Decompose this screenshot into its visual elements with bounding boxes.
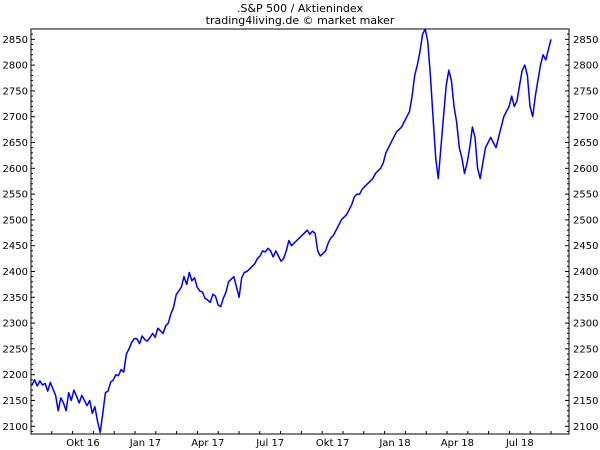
y-tick-label-right: 2400 [573, 267, 598, 278]
y-tick-label-right: 2700 [573, 112, 598, 123]
y-tick-label-left: 2700 [3, 112, 28, 123]
y-tick-label-right: 2200 [573, 370, 598, 381]
y-tick-label-left: 2250 [3, 344, 28, 355]
y-tick-label-right: 2600 [573, 164, 598, 175]
y-tick-label-left: 2800 [3, 61, 28, 72]
plot-frame [30, 28, 570, 435]
y-tick-label-left: 2150 [3, 396, 28, 407]
y-tick-label-right: 2650 [573, 138, 598, 149]
x-tick-label: Okt 17 [316, 438, 350, 449]
y-tick-label-right: 2750 [573, 86, 598, 97]
x-tick-label: Jul 17 [255, 438, 284, 449]
y-tick-label-right: 2350 [573, 293, 598, 304]
y-tick-label-right: 2800 [573, 61, 598, 72]
y-tick-label-right: 2850 [573, 35, 598, 46]
x-tick-label: Jul 18 [505, 438, 534, 449]
y-tick-label-left: 2600 [3, 164, 28, 175]
y-tick-label-left: 2850 [3, 35, 28, 46]
x-tick-label: Jan 17 [129, 438, 161, 449]
y-tick-label-left: 2100 [3, 422, 28, 433]
y-tick-label-right: 2300 [573, 319, 598, 330]
x-tick-label: Jan 18 [378, 438, 410, 449]
x-tick-label: Okt 16 [66, 438, 100, 449]
y-tick-label-left: 2400 [3, 267, 28, 278]
y-tick-label-left: 2550 [3, 190, 28, 201]
y-tick-label-right: 2450 [573, 241, 598, 252]
chart-subtitle: trading4living.de © market maker [206, 14, 395, 27]
y-axis-left: 2100 2150 2200 2250 2300 2350 2400 2450 2500 2550… [3, 33, 35, 433]
y-axis-right: 2100 2150 2200 2250 2300 2350 2400 2450 2500 2550… [565, 33, 598, 433]
y-tick-label-left: 2300 [3, 319, 28, 330]
y-tick-label-left: 2650 [3, 138, 28, 149]
y-tick-label-right: 2250 [573, 344, 598, 355]
y-tick-label-left: 2750 [3, 86, 28, 97]
y-tick-label-right: 2550 [573, 190, 598, 201]
x-tick-label: Apr 17 [191, 438, 224, 449]
y-tick-label-left: 2350 [3, 293, 28, 304]
y-tick-label-left: 2200 [3, 370, 28, 381]
x-tick-label: Apr 18 [441, 438, 474, 449]
x-axis: Okt 16 Jan 17 Apr 17 Jul 17 Okt 17 Jan 18 Apr … [30, 431, 552, 449]
y-tick-label-right: 2500 [573, 215, 598, 226]
y-tick-label-left: 2500 [3, 215, 28, 226]
y-tick-label-left: 2450 [3, 241, 28, 252]
y-tick-label-right: 2100 [573, 422, 598, 433]
series-line [31, 28, 552, 434]
chart-title: .S&P 500 / Aktienindex [237, 2, 363, 15]
y-tick-label-right: 2150 [573, 396, 598, 407]
